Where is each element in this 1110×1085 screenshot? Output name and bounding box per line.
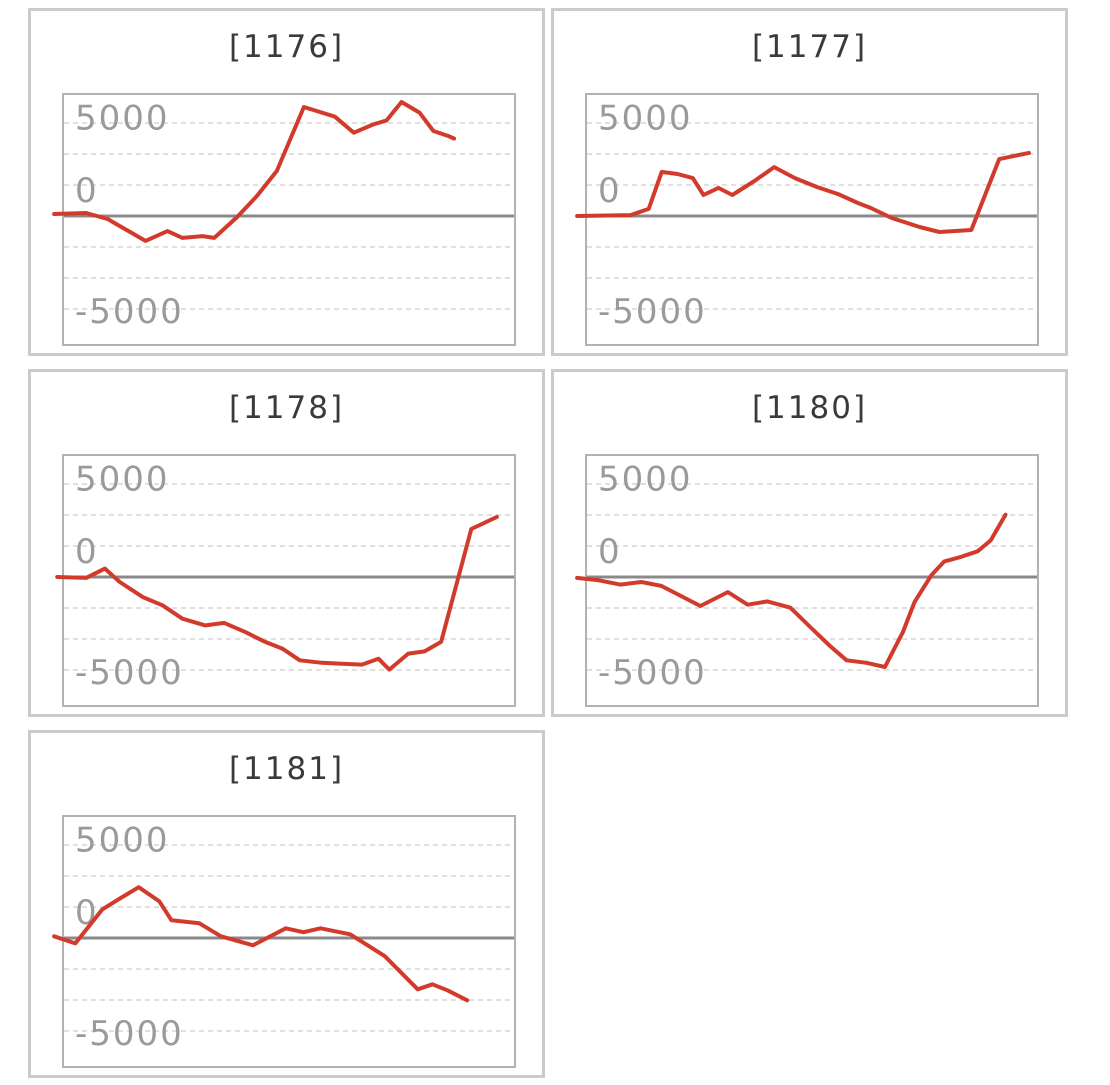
chart-grid: [1176] 5000 0 -5000 [1177] 5000 0 -5000 [117… [28, 8, 1074, 1078]
chart-card: [1176] 5000 0 -5000 [28, 8, 545, 356]
line-chart: 5000 0 -5000 [575, 99, 1037, 332]
y-tick-label: -5000 [75, 653, 184, 693]
chart-title: [1178] [228, 390, 345, 426]
y-tick-label: 5000 [598, 99, 693, 139]
line-chart: 5000 0 -5000 [575, 460, 1037, 693]
y-tick-label: -5000 [598, 653, 707, 693]
profit-line-series [55, 514, 499, 672]
plot-area: 5000 0 -5000 [52, 815, 516, 1068]
y-tick-label: 5000 [75, 99, 170, 139]
y-tick-label: 0 [75, 171, 99, 211]
chart-title: [1176] [228, 29, 345, 65]
chart-card: [1178] 5000 0 -5000 [28, 369, 545, 717]
plot-area: 5000 0 -5000 [575, 93, 1039, 346]
chart-title: [1180] [751, 390, 868, 426]
profit-line-series [52, 100, 457, 243]
plot-area: 5000 0 -5000 [575, 454, 1039, 707]
line-chart: 5000 0 -5000 [52, 99, 514, 332]
chart-card: [1181] 5000 0 -5000 [28, 730, 545, 1078]
line-chart: 5000 0 -5000 [55, 460, 514, 693]
y-tick-label: -5000 [75, 1014, 184, 1054]
profit-line-series [575, 150, 1031, 234]
y-tick-label: 0 [598, 171, 622, 211]
chart-title: [1181] [228, 751, 345, 787]
plot-area: 5000 0 -5000 [52, 93, 516, 346]
chart-card: [1177] 5000 0 -5000 [551, 8, 1068, 356]
y-tick-label: 0 [598, 532, 622, 572]
plot-area: 5000 0 -5000 [55, 454, 516, 707]
y-tick-label: 5000 [75, 821, 170, 861]
profit-line-series [575, 512, 1008, 669]
chart-title: [1177] [751, 29, 868, 65]
y-tick-label: 0 [75, 532, 99, 572]
y-tick-label: 5000 [598, 460, 693, 500]
y-tick-label: 5000 [75, 460, 170, 500]
y-tick-label: -5000 [75, 292, 184, 332]
profit-line-series [52, 885, 470, 1003]
y-tick-label: -5000 [598, 292, 707, 332]
chart-card: [1180] 5000 0 -5000 [551, 369, 1068, 717]
